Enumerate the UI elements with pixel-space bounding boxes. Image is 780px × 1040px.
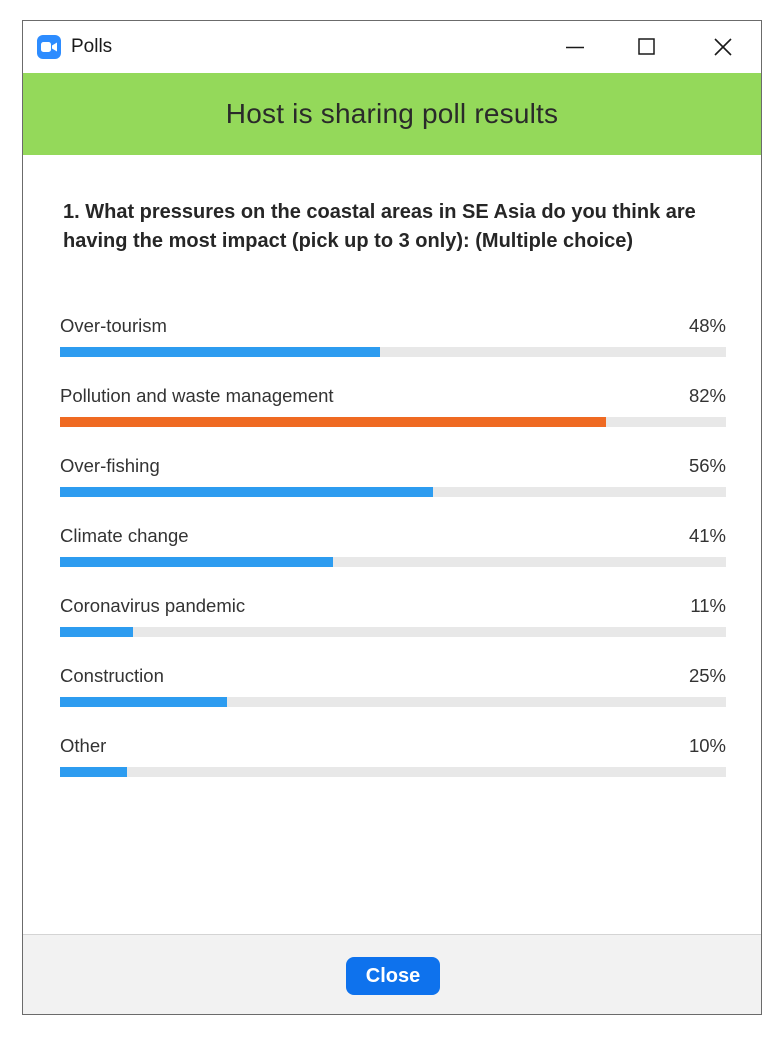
minimize-icon [566, 46, 584, 49]
banner-text: Host is sharing poll results [225, 98, 559, 129]
option-percent: 48% [688, 315, 726, 336]
poll-option: Construction 25% [60, 664, 726, 734]
option-label: Pollution and waste management [60, 385, 334, 406]
title-bar[interactable]: Polls [23, 21, 761, 73]
poll-question: 1. What pressures on the coastal areas i… [63, 201, 696, 252]
option-label: Over-tourism [60, 315, 167, 336]
result-bar-track [60, 347, 726, 357]
option-label: Climate change [60, 525, 189, 546]
zoom-camera-icon [37, 35, 61, 59]
close-icon [714, 38, 732, 56]
option-label: Over-fishing [60, 455, 160, 476]
poll-option: Climate change 41% [60, 524, 726, 594]
option-label: Other [60, 735, 107, 756]
option-percent: 11% [690, 595, 726, 616]
option-percent: 82% [688, 385, 726, 406]
option-label: Coronavirus pandemic [60, 595, 246, 616]
result-bar-fill [60, 697, 227, 707]
polls-window: Polls Host is sharing poll results 1. Wh… [22, 20, 762, 1015]
result-bar-fill [60, 767, 127, 777]
poll-option: Over-tourism 48% [60, 314, 726, 384]
result-bar-track [60, 767, 726, 777]
result-bar-track [60, 487, 726, 497]
footer-bar: Close [23, 934, 761, 1014]
result-bar-fill [60, 557, 334, 567]
result-bar-track [60, 557, 726, 567]
result-bar-fill [60, 347, 380, 357]
result-bar-fill [60, 627, 134, 637]
poll-option: Pollution and waste management 82% [60, 384, 726, 454]
result-bar-track [60, 417, 726, 427]
option-percent: 56% [688, 455, 726, 476]
window-title: Polls [71, 36, 113, 57]
result-bar-track [60, 627, 726, 637]
option-percent: 41% [688, 525, 726, 546]
poll-results-list: Over-tourism 48% Pollution and waste man… [60, 314, 726, 804]
option-percent: 10% [688, 735, 726, 756]
maximize-icon [638, 38, 655, 55]
close-window-button[interactable] [697, 27, 749, 67]
maximize-button[interactable] [621, 27, 673, 67]
option-percent: 25% [688, 665, 726, 686]
close-button[interactable]: Close [346, 957, 440, 995]
sharing-banner: Host is sharing poll results [23, 73, 761, 155]
poll-option: Coronavirus pandemic 11% [60, 594, 726, 664]
result-bar-fill [60, 417, 607, 427]
poll-option: Over-fishing 56% [60, 454, 726, 524]
option-label: Construction [60, 665, 164, 686]
result-bar-track [60, 697, 726, 707]
poll-option: Other 10% [60, 734, 726, 804]
result-bar-fill [60, 487, 433, 497]
minimize-button[interactable] [549, 27, 601, 67]
